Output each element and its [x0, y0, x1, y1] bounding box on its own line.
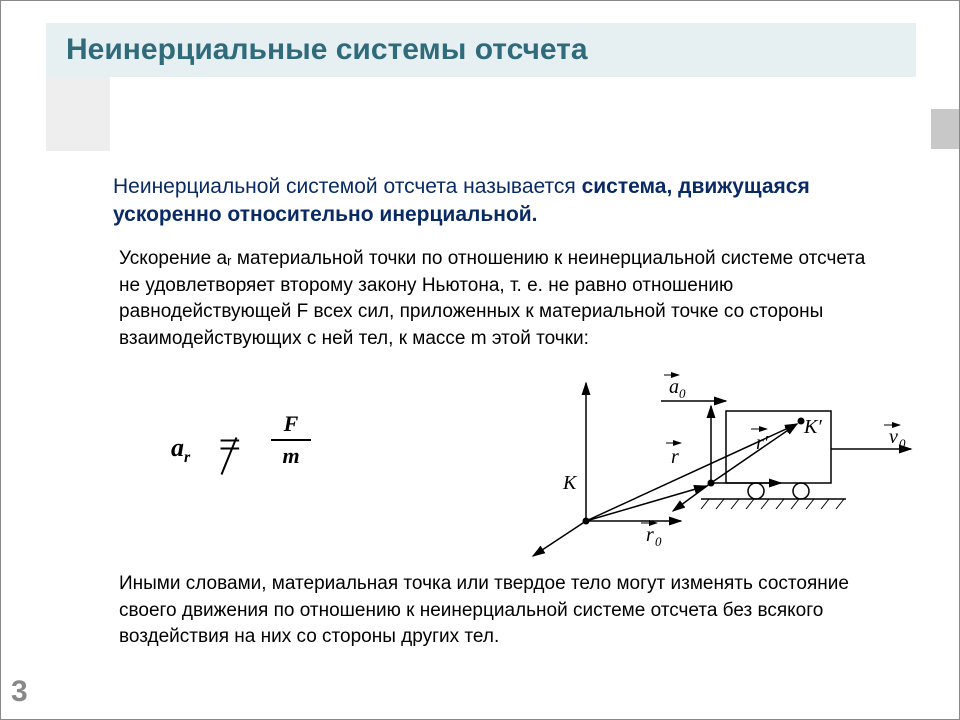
label-r0: r — [646, 524, 654, 546]
label-r0-sub: 0 — [655, 534, 662, 549]
formula-fraction-line — [271, 439, 311, 441]
formula-lhs-sub: r — [184, 449, 190, 466]
slide-title: Неинерциальные системы отсчета — [66, 33, 588, 67]
formula-numerator: F — [271, 411, 311, 437]
formula: ar = F m — [171, 411, 341, 491]
label-rprime: r′ — [756, 432, 769, 454]
slide: Неинерциальные системы отсчета Неинерциа… — [0, 0, 960, 720]
reference-frame-diagram: K K′ a 0 r r′ r 0 v 0 — [501, 371, 921, 561]
definition-prefix: Неинерциальной системой отсчета называет… — [113, 175, 582, 198]
label-a0: a — [669, 376, 679, 398]
title-bar: Неинерциальные системы отсчета — [46, 23, 916, 77]
formula-eq-sign: = — [216, 421, 243, 468]
label-a0-sub: 0 — [679, 386, 686, 401]
formula-lhs: ar — [171, 433, 190, 467]
decor-tab-right — [931, 109, 959, 149]
label-r: r — [671, 446, 679, 468]
label-v0-sub: 0 — [899, 436, 906, 451]
label-Kprime: K′ — [803, 416, 822, 438]
paragraph-2: Иными словами, материальная точка или тв… — [119, 571, 889, 651]
definition-text: Неинерциальной системой отсчета называет… — [113, 173, 893, 230]
paragraph-1: Ускорение aᵣ материальной точки по отнош… — [119, 246, 889, 352]
decor-block-left — [46, 77, 110, 151]
formula-denominator: m — [271, 443, 311, 469]
label-K: K — [562, 472, 578, 494]
formula-fraction: F m — [271, 411, 311, 469]
formula-lhs-sym: a — [171, 433, 184, 462]
page-number: 3 — [11, 675, 28, 709]
label-v0: v — [889, 426, 898, 448]
